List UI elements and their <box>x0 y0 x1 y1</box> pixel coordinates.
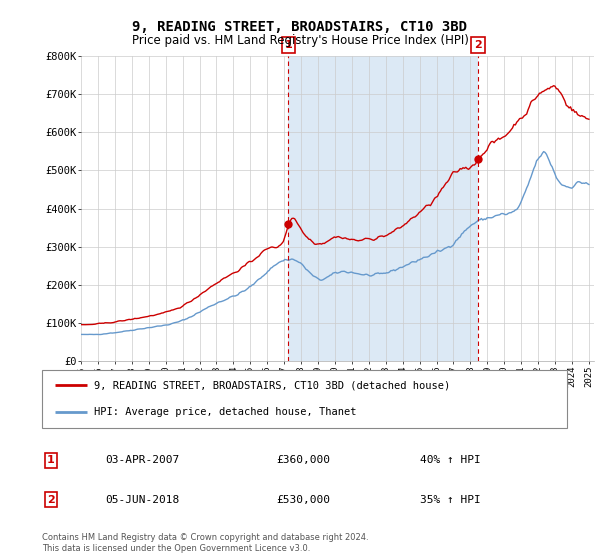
Text: 35% ↑ HPI: 35% ↑ HPI <box>420 494 481 505</box>
Text: 2: 2 <box>474 40 482 50</box>
Text: 9, READING STREET, BROADSTAIRS, CT10 3BD (detached house): 9, READING STREET, BROADSTAIRS, CT10 3BD… <box>95 380 451 390</box>
Text: 9, READING STREET, BROADSTAIRS, CT10 3BD: 9, READING STREET, BROADSTAIRS, CT10 3BD <box>133 20 467 34</box>
Text: 05-JUN-2018: 05-JUN-2018 <box>105 494 179 505</box>
Text: 40% ↑ HPI: 40% ↑ HPI <box>420 455 481 465</box>
Text: 1: 1 <box>47 455 55 465</box>
Text: Contains HM Land Registry data © Crown copyright and database right 2024.
This d: Contains HM Land Registry data © Crown c… <box>42 533 368 553</box>
Text: Price paid vs. HM Land Registry's House Price Index (HPI): Price paid vs. HM Land Registry's House … <box>131 34 469 46</box>
Text: 03-APR-2007: 03-APR-2007 <box>105 455 179 465</box>
Text: 1: 1 <box>284 40 292 50</box>
Bar <box>289 56 478 361</box>
Text: £530,000: £530,000 <box>276 494 330 505</box>
Text: £360,000: £360,000 <box>276 455 330 465</box>
Text: 2: 2 <box>47 494 55 505</box>
Text: HPI: Average price, detached house, Thanet: HPI: Average price, detached house, Than… <box>95 407 357 417</box>
FancyBboxPatch shape <box>42 370 567 428</box>
